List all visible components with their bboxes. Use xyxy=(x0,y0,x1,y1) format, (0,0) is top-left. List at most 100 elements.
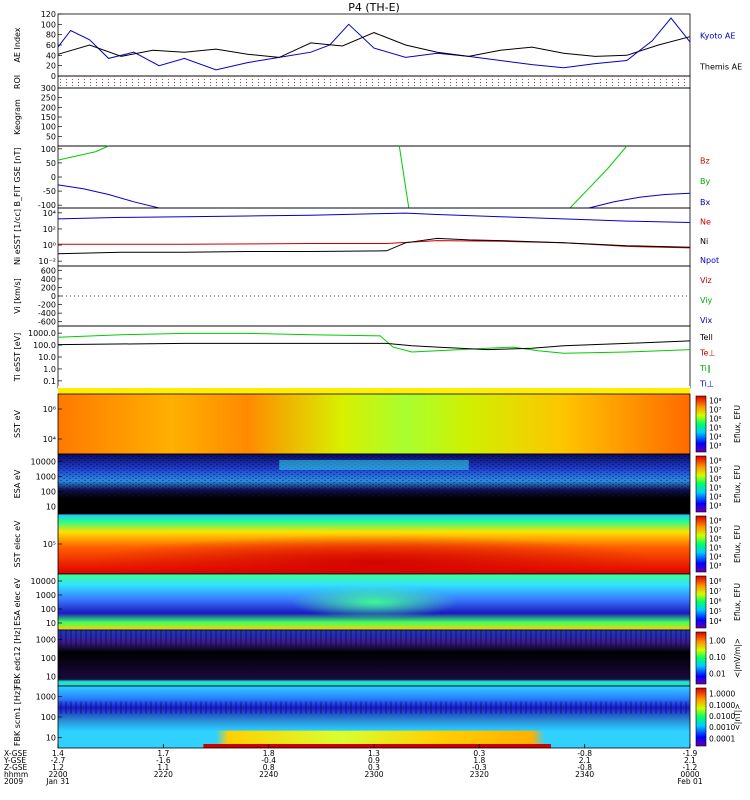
series-by xyxy=(569,145,628,209)
series-ti xyxy=(57,332,691,354)
xaxis-row-label: Y-GSE xyxy=(3,756,26,765)
series-by xyxy=(57,145,109,161)
legend-tell: Tell xyxy=(699,333,713,342)
xtick-time: 2320 xyxy=(470,770,489,779)
colorbar-tick: 10³ xyxy=(709,442,722,451)
ytick-label: 1000 xyxy=(36,591,56,600)
ytick-label: 100 xyxy=(41,123,56,132)
xtick-zgse: 1.1 xyxy=(157,763,169,772)
ylabel-density: Ni eSST [1/cc] xyxy=(13,209,22,265)
xtick-xgse: 1.7 xyxy=(157,749,169,758)
white-strip xyxy=(58,386,690,388)
xtick-ygse: 0.9 xyxy=(368,756,380,765)
colorbar-tick: 10⁴ xyxy=(709,493,722,502)
colorbar-tick: 10⁷ xyxy=(709,406,722,415)
legend-te: Te⊥ xyxy=(699,348,715,357)
ytick-label: 400 xyxy=(41,275,56,284)
legend-bz: Bz xyxy=(700,156,710,165)
colorbar-tick: 1.0000 xyxy=(709,690,735,699)
panel-roi: ROI xyxy=(13,75,691,89)
ytick-label: -100 xyxy=(38,201,56,210)
ytick-label: 10⁴ xyxy=(43,435,56,444)
colorbar-tick: 0.01 xyxy=(709,670,726,679)
xaxis-row-label: 2009 xyxy=(4,777,23,786)
ylabel-velocity: Vi [km/s] xyxy=(13,278,22,314)
ytick-label: 100 xyxy=(41,654,56,663)
xtick-ygse: -2.7 xyxy=(51,756,66,765)
xtick-zgse: 0.8 xyxy=(263,763,275,772)
panel-fbk_b: 0.0001 0.0010 0.0100 0.1000 1.0000 <|nT|> 10 10… xyxy=(13,685,742,749)
legend-ni: Ni xyxy=(700,237,708,246)
ytick-label: 0.1 xyxy=(43,377,56,386)
colorbar-tick: 10³ xyxy=(709,502,722,511)
ytick-label: 100 xyxy=(41,20,56,29)
ytick-label: 200 xyxy=(41,103,56,112)
legend-by: By xyxy=(700,177,710,186)
series-npot xyxy=(57,212,691,223)
ytick-label: 10 xyxy=(46,619,56,628)
colorbar-label: <|nT|> xyxy=(733,704,742,731)
ytick-label: 100 xyxy=(41,605,56,614)
legend-ti: Ti⊥ xyxy=(699,379,714,388)
legend-themisae: Themis AE xyxy=(699,63,742,72)
ytick-label: 20 xyxy=(46,62,56,71)
colorbar-tick: 0.0001 xyxy=(709,734,735,743)
colorbar-label: Eflux, EFU xyxy=(733,583,742,621)
ylabel-sst_e: SST elec eV xyxy=(13,520,22,568)
ytick-label: 10.0 xyxy=(38,353,56,362)
xtick-time: 2240 xyxy=(259,770,278,779)
colorbar-strip xyxy=(695,395,707,453)
legend-ti: Ti∥ xyxy=(699,364,711,373)
ytick-label: 0 xyxy=(51,173,56,182)
xtick-time: 0000 xyxy=(680,770,699,779)
colorbar-tick: 10⁵ xyxy=(709,424,722,433)
colorbar-tick: 1.00 xyxy=(709,636,726,645)
xtick-xgse: 1.8 xyxy=(263,749,275,758)
ylabel-esa_i: ESA eV xyxy=(13,469,22,498)
ytick-label: 10 xyxy=(46,503,56,512)
ytick-label: 10⁰ xyxy=(43,241,56,250)
xtick-ygse: -0.4 xyxy=(261,756,276,765)
xtick-date: Feb 01 xyxy=(677,777,702,786)
ytick-label: 300 xyxy=(41,84,56,93)
ylabel-bfit: B_FIT GSE [nT] xyxy=(13,148,22,207)
colorbar-strip xyxy=(695,455,707,513)
colorbar-tick: 10⁴ xyxy=(709,553,722,562)
legend-npot: Npot xyxy=(700,256,719,265)
colorbar-tick: 10⁶ xyxy=(709,597,722,606)
colorbar-tick: 10⁷ xyxy=(709,587,722,596)
legend-vix: Vix xyxy=(700,316,713,325)
colorbar-tick: 10⁶ xyxy=(709,535,722,544)
ytick-label: 1000 xyxy=(36,692,56,701)
spectrogram-sst_i xyxy=(58,394,690,454)
xtick-date: Jan 31 xyxy=(45,777,70,786)
ylabel-keogram: Keogram xyxy=(13,99,22,135)
ytick-label: 0 xyxy=(51,72,56,81)
xtick-ygse: -1.6 xyxy=(156,756,171,765)
colorbar-strip xyxy=(695,631,707,685)
xtick-xgse: 1.3 xyxy=(368,749,380,758)
yellow-strip xyxy=(58,388,690,394)
ytick-label: 600 xyxy=(41,266,56,275)
colorbar-fbk_e: 0.01 0.10 1.00 <|mV/m|> xyxy=(695,631,742,685)
series-themisae xyxy=(57,32,691,58)
ytick-label: 60 xyxy=(46,41,56,50)
ytick-label: 100 xyxy=(41,488,56,497)
ylabel-sst_i: SST eV xyxy=(13,409,22,438)
colorbar-tick: 0.0010 xyxy=(709,723,735,732)
xtick-time: 2200 xyxy=(48,770,67,779)
ytick-label: -200 xyxy=(38,301,56,310)
plot-title: P4 (TH-E) xyxy=(348,1,400,14)
xtick-xgse: -1.9 xyxy=(683,749,698,758)
ytick-label: 1.0 xyxy=(43,365,56,374)
ytick-label: 200 xyxy=(41,283,56,292)
legend-bx: Bx xyxy=(700,198,710,207)
colorbar-tick: 0.1000 xyxy=(709,701,735,710)
